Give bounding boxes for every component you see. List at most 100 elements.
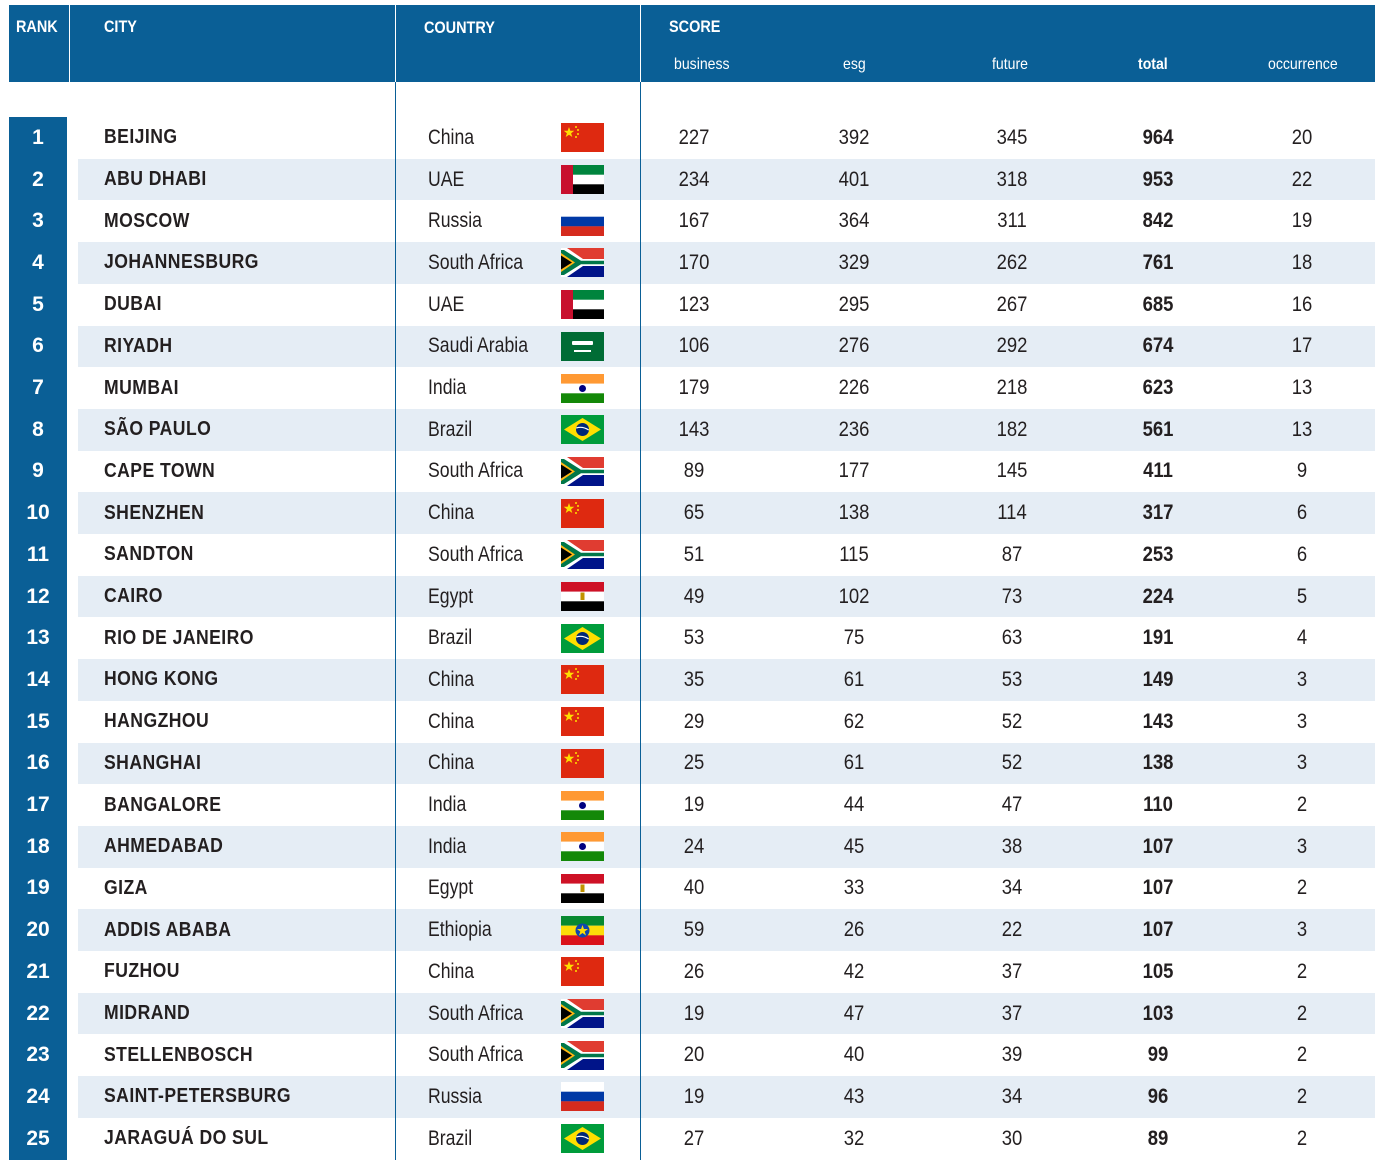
future-score-cell: 53 [1001, 667, 1023, 691]
occurrence-cell: 6 [1296, 501, 1308, 525]
occurrence-cell: 2 [1296, 1043, 1308, 1067]
occurrence-cell: 3 [1296, 709, 1308, 733]
esg-score-cell: 276 [838, 334, 870, 358]
total-score-cell: 685 [1142, 292, 1174, 316]
city-cell: MOSCOW [104, 209, 190, 232]
country-cell: India [428, 793, 467, 817]
business-score-cell: 27 [683, 1126, 705, 1150]
rank-cell: 9 [32, 459, 44, 483]
business-score-cell: 24 [683, 834, 705, 858]
future-score-cell: 87 [1001, 542, 1023, 566]
table-row: 3 MOSCOW Russia 167 364 311 842 19 [0, 200, 1390, 242]
south-africa-flag-icon [561, 993, 604, 1035]
total-score-cell: 191 [1142, 626, 1174, 650]
total-score-cell: 99 [1147, 1043, 1169, 1067]
esg-score-cell: 61 [843, 667, 865, 691]
header-rank: RANK [16, 17, 58, 36]
future-score-cell: 262 [996, 250, 1028, 274]
country-cell: UAE [428, 167, 465, 191]
esg-score-cell: 102 [838, 584, 870, 608]
russia-flag-icon [561, 200, 604, 242]
total-score-cell: 842 [1142, 209, 1174, 233]
business-score-cell: 89 [683, 459, 705, 483]
header-business: business [674, 56, 730, 73]
table-header: RANK CITY COUNTRY SCORE business esg fut… [9, 5, 1375, 82]
rank-cell: 21 [26, 959, 50, 983]
esg-score-cell: 138 [838, 501, 870, 525]
rank-cell: 11 [26, 542, 50, 566]
occurrence-cell: 19 [1291, 209, 1313, 233]
business-score-cell: 49 [683, 584, 705, 608]
occurrence-cell: 2 [1296, 959, 1308, 983]
occurrence-cell: 5 [1296, 584, 1308, 608]
total-score-cell: 138 [1142, 751, 1174, 775]
header-future: future [992, 56, 1029, 73]
occurrence-cell: 6 [1296, 542, 1308, 566]
occurrence-cell: 2 [1296, 793, 1308, 817]
country-cell: Brazil [428, 417, 473, 441]
esg-score-cell: 45 [843, 834, 865, 858]
total-score-cell: 149 [1142, 667, 1174, 691]
business-score-cell: 29 [683, 709, 705, 733]
table-row: 11 SANDTON South Africa 51 115 87 253 6 [0, 534, 1390, 576]
city-cell: AHMEDABAD [104, 835, 224, 858]
table-row: 18 AHMEDABAD India 24 45 38 107 3 [0, 825, 1390, 868]
rank-cell: 1 [32, 125, 44, 149]
total-score-cell: 96 [1147, 1084, 1169, 1108]
row-background [78, 1076, 1375, 1118]
row-background [78, 825, 1375, 868]
esg-score-cell: 401 [838, 167, 870, 191]
row-background [78, 659, 1375, 701]
total-score-cell: 89 [1147, 1126, 1169, 1150]
rank-cell: 19 [26, 876, 50, 900]
total-score-cell: 964 [1142, 125, 1174, 149]
rank-cell: 24 [26, 1084, 50, 1108]
future-score-cell: 267 [996, 292, 1028, 316]
esg-score-cell: 364 [838, 209, 870, 233]
country-cell: South Africa [428, 1043, 524, 1067]
rank-cell: 2 [32, 167, 44, 191]
city-cell: BANGALORE [104, 793, 222, 816]
country-cell: South Africa [428, 250, 524, 274]
column-divider [395, 82, 396, 1160]
total-score-cell: 317 [1142, 501, 1174, 525]
esg-score-cell: 42 [843, 959, 865, 983]
total-score-cell: 561 [1142, 417, 1174, 441]
china-flag-icon [561, 492, 604, 534]
ethiopia-flag-icon [561, 909, 604, 951]
rank-cell: 4 [32, 250, 44, 274]
esg-score-cell: 40 [843, 1043, 865, 1067]
country-cell: Ethiopia [428, 918, 492, 942]
esg-score-cell: 177 [838, 459, 870, 483]
total-score-cell: 110 [1143, 793, 1173, 817]
table-row: 21 FUZHOU China 26 42 37 105 2 [0, 951, 1390, 993]
south-africa-flag-icon [561, 242, 604, 284]
total-score-cell: 105 [1142, 959, 1174, 983]
table-row: 9 CAPE TOWN South Africa 89 177 145 411 9 [0, 451, 1390, 493]
future-score-cell: 37 [1001, 1001, 1023, 1025]
future-score-cell: 292 [996, 334, 1028, 358]
occurrence-cell: 3 [1296, 751, 1308, 775]
occurrence-cell: 22 [1291, 167, 1313, 191]
country-cell: Egypt [428, 584, 474, 608]
business-score-cell: 106 [678, 334, 710, 358]
table-row: 8 SÃO PAULO Brazil 143 236 182 561 13 [0, 408, 1390, 451]
row-background [78, 992, 1375, 1035]
table-row: 13 RIO DE JANEIRO Brazil 53 75 63 191 4 [0, 617, 1390, 659]
city-cell: RIYADH [104, 334, 173, 357]
header-divider [640, 5, 641, 82]
rank-cell: 7 [32, 376, 44, 400]
future-score-cell: 318 [996, 167, 1028, 191]
country-cell: South Africa [428, 542, 524, 566]
row-background [78, 408, 1375, 451]
rank-cell: 22 [26, 1001, 50, 1025]
future-score-cell: 52 [1001, 751, 1023, 775]
city-cell: GIZA [104, 876, 148, 899]
total-score-cell: 953 [1142, 167, 1174, 191]
future-score-cell: 73 [1001, 584, 1023, 608]
country-cell: Brazil [428, 1126, 473, 1150]
future-score-cell: 47 [1001, 793, 1023, 817]
total-score-cell: 224 [1142, 584, 1174, 608]
business-score-cell: 19 [683, 1084, 705, 1108]
country-cell: South Africa [428, 459, 524, 483]
